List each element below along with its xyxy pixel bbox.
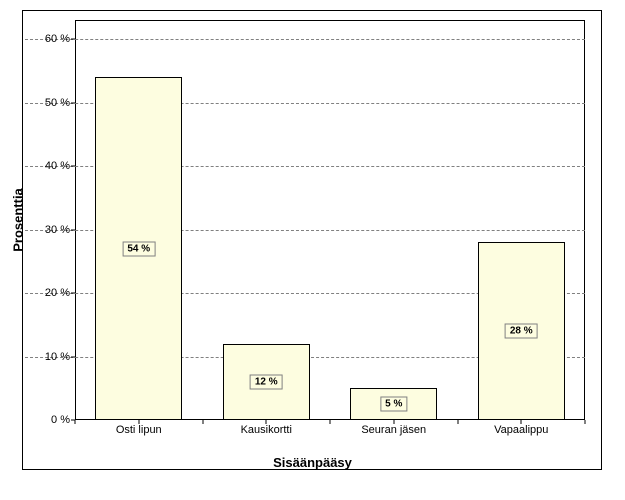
x-tick [266, 420, 267, 424]
x-tick [521, 420, 522, 424]
y-tick [71, 356, 75, 357]
y-axis-label: Prosenttia [11, 188, 26, 252]
x-tick [138, 420, 139, 424]
x-tick [202, 420, 203, 424]
x-tick [457, 420, 458, 424]
x-tick-label: Kausikortti [241, 424, 292, 436]
y-tick [71, 229, 75, 230]
y-tick-label: 20 % [45, 287, 70, 299]
chart-container: 0 % 10 % 20 % 30 % 40 % 50 % 60 % 54 % 12 % 5 % 2… [0, 0, 625, 500]
gridline [25, 39, 585, 40]
y-tick-label: 10 % [45, 351, 70, 363]
x-tick-label: Osti lipun [116, 424, 162, 436]
y-tick [71, 166, 75, 167]
x-tick [330, 420, 331, 424]
x-tick [393, 420, 394, 424]
x-axis-label: Sisäänpääsy [273, 455, 352, 470]
bar-value-label: 54 % [122, 241, 155, 256]
x-tick [585, 420, 586, 424]
x-tick-label: Vapaalippu [494, 424, 548, 436]
y-tick-label: 50 % [45, 97, 70, 109]
y-tick [71, 102, 75, 103]
x-tick-label: Seuran jäsen [361, 424, 426, 436]
bar-value-label: 5 % [380, 397, 407, 412]
y-tick [71, 39, 75, 40]
y-tick-label: 0 % [51, 414, 70, 426]
y-tick-label: 40 % [45, 160, 70, 172]
y-tick [71, 293, 75, 294]
x-tick [75, 420, 76, 424]
bar-value-label: 28 % [505, 324, 538, 339]
y-tick-label: 60 % [45, 33, 70, 45]
y-tick-label: 30 % [45, 224, 70, 236]
bar-value-label: 12 % [250, 374, 283, 389]
